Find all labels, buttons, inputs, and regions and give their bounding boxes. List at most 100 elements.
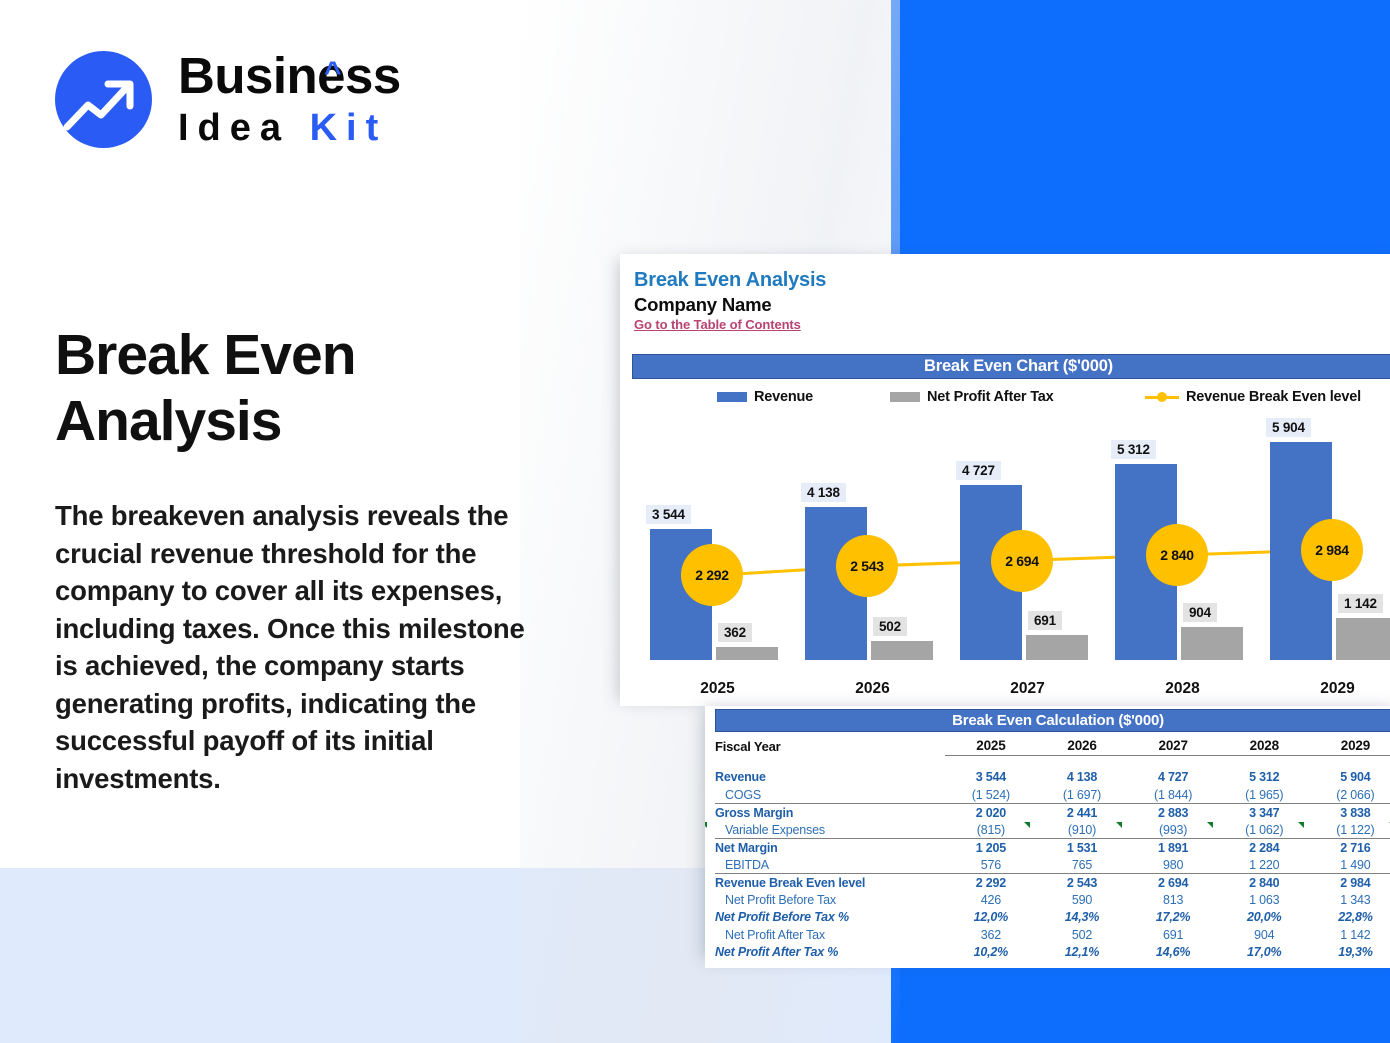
break-even-marker: 2 694	[991, 529, 1053, 592]
table-row-label: Revenue	[715, 770, 766, 785]
table-row: Revenue 3 544 4 138 4 727 5 312 5 904	[715, 769, 1390, 787]
table-column-header-year: 2029	[1309, 738, 1390, 756]
table-cell: 813	[1163, 892, 1184, 907]
table-cell: 10,2%	[973, 945, 1009, 960]
bar-net-profit-after-tax	[1336, 617, 1390, 660]
chart-plot-area: 3 544 362 2025 4 138 502 2026 4 727 691 2027 5 31…	[632, 418, 1390, 697]
table-row-label: Net Profit Before Tax %	[715, 910, 849, 925]
table-cell: 904	[1254, 927, 1275, 942]
legend-line-marker-icon	[1145, 391, 1179, 403]
page-description: The breakeven analysis reveals the cruci…	[55, 500, 525, 794]
trending-up-arrow-icon	[55, 51, 152, 148]
table-header-row: Fiscal Year 2025 2026 2027 2028 2029	[715, 738, 1390, 756]
table-cell: (1 697)	[1062, 787, 1102, 802]
table-cell: 5 904	[1340, 770, 1371, 785]
page-title: Break Even Analysis	[55, 323, 357, 453]
table-row-label: Variable Expenses	[705, 821, 945, 839]
table-cell: 1 220	[1249, 857, 1280, 872]
chart-header: Break Even Chart ($'000)	[632, 354, 1390, 379]
table-cell: (1 062)	[1219, 821, 1310, 839]
bar-label-net-profit-after-tax: 502	[873, 617, 907, 637]
table-cell: 4 138	[1066, 770, 1098, 785]
table-cell: 691	[1163, 927, 1184, 942]
bar-label-revenue: 5 904	[1266, 418, 1311, 438]
chart-x-axis-label: 2027	[1010, 680, 1045, 697]
table-row: Net Profit After Tax 362 502 691 904 1 142	[715, 926, 1390, 944]
table-row: Revenue Break Even level 2 292 2 543 2 694 2…	[715, 873, 1390, 891]
brand-name-line1: Business ^	[178, 47, 401, 105]
table-cell: 1 343	[1340, 892, 1371, 907]
chart-x-axis-label: 2028	[1165, 680, 1200, 697]
table-row: Net Margin 1 205 1 531 1 891 2 284 2 716	[715, 838, 1390, 856]
table-cell: 17,2%	[1155, 910, 1191, 925]
table-row: Net Profit After Tax % 10,2% 12,1% 14,6% 17,…	[715, 944, 1390, 962]
table-row-label: COGS	[725, 787, 762, 802]
legend-label: Revenue	[754, 389, 814, 405]
legend-swatch-icon	[890, 392, 920, 402]
table-cell: 590	[1071, 892, 1093, 907]
table-cell: 19,3%	[1338, 945, 1373, 960]
break-even-marker: 2 840	[1146, 524, 1208, 587]
bar-net-profit-after-tax	[1181, 626, 1243, 660]
table-cell: 1 205	[945, 838, 1037, 856]
table-column-header-year: 2026	[1036, 738, 1128, 756]
brand-logo: Business ^ Idea Kit	[55, 47, 435, 157]
table-cell: 2 020	[945, 803, 1037, 821]
chart-legend: Revenue Net Profit After Tax Revenue Bre…	[632, 384, 1390, 410]
brand-name-idea: Idea	[178, 107, 310, 149]
break-even-marker: 2 543	[836, 535, 898, 598]
bar-label-net-profit-after-tax: 691	[1028, 610, 1062, 630]
table-cell: 362	[980, 927, 1002, 942]
table-cell: 5 312	[1249, 770, 1280, 785]
table-cell: 3 347	[1218, 803, 1310, 821]
legend-swatch-icon	[717, 392, 747, 402]
table-row-label: Net Profit After Tax %	[715, 945, 839, 960]
table-row-header-label: Fiscal Year	[715, 739, 781, 755]
table-cell: 22,8%	[1338, 910, 1373, 925]
table-cell: 1 142	[1340, 927, 1371, 942]
bar-net-profit-after-tax	[716, 646, 778, 660]
table-row-label: Net Profit Before Tax	[725, 892, 836, 907]
brand-circumflex-icon: ^	[324, 56, 342, 89]
table-spacer-row	[715, 756, 1390, 769]
table-row-label: EBITDA	[725, 857, 769, 872]
table-cell: 2 716	[1309, 838, 1390, 856]
table-cell: (1 965)	[1245, 787, 1284, 802]
table-cell: 2 883	[1127, 803, 1219, 821]
table-cell: 1 063	[1249, 892, 1280, 907]
table-column-header-year: 2027	[1127, 738, 1219, 756]
table-cell: 502	[1071, 927, 1093, 942]
legend-label: Net Profit After Tax	[927, 389, 1054, 405]
table-cell: 980	[1163, 857, 1184, 872]
table-cell: (2 066)	[1336, 787, 1375, 802]
table-column-header-year: 2025	[945, 738, 1037, 756]
table-cell: 2 543	[1036, 873, 1128, 891]
table-cell: 2 292	[945, 873, 1037, 891]
table-row: EBITDA 576 765 980 1 220 1 490	[715, 856, 1390, 874]
table-row: COGS (1 524) (1 697) (1 844) (1 965) (2 066)	[715, 786, 1390, 804]
table-cell: 4 727	[1158, 770, 1189, 785]
table-cell: (815)	[945, 821, 1036, 839]
table-cell: (910)	[1036, 821, 1127, 839]
table-cell: (1 524)	[971, 787, 1010, 802]
table-of-contents-link[interactable]: Go to the Table of Contents	[634, 317, 801, 332]
table-column-header-year: 2028	[1218, 738, 1310, 756]
table-cell: 765	[1071, 857, 1093, 872]
table-panel: Break Even Calculation ($'000) Fiscal Ye…	[705, 706, 1390, 968]
brand-name-line2: Idea Kit	[178, 105, 401, 151]
chart-panel: Break Even Analysis Company Name Go to t…	[620, 254, 1390, 706]
bar-label-net-profit-after-tax: 1 142	[1338, 593, 1383, 613]
break-even-calculation-table: Fiscal Year 2025 2026 2027 2028 2029 Rev…	[705, 738, 1390, 962]
table-cell: 14,3%	[1064, 910, 1100, 925]
chart-x-axis-label: 2029	[1320, 680, 1355, 697]
sheet-title: Break Even Analysis	[634, 269, 827, 291]
legend-item-revenue: Revenue	[717, 384, 813, 410]
table-cell: (1 122)	[1310, 821, 1390, 839]
table-body: Revenue 3 544 4 138 4 727 5 312 5 904 COGS (1 5…	[705, 756, 1390, 962]
chart-x-axis-label: 2025	[700, 680, 735, 697]
break-even-marker: 2 984	[1301, 518, 1363, 581]
table-cell: 576	[980, 857, 1002, 872]
background-block-bottom-right	[891, 968, 1390, 1043]
table-cell: 2 284	[1218, 838, 1310, 856]
table-cell: 2 694	[1127, 873, 1219, 891]
